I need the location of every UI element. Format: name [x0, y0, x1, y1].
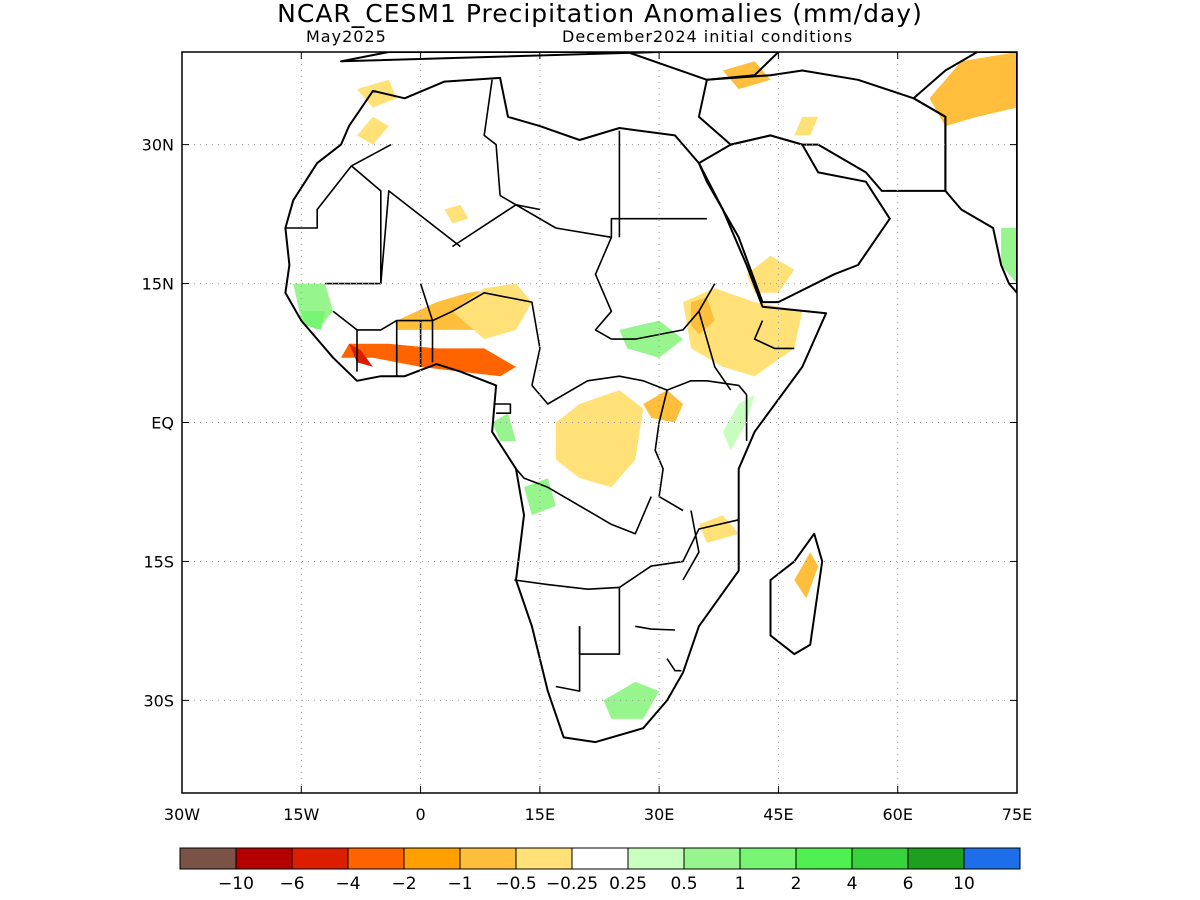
x-tick-label: 75E — [1002, 805, 1032, 824]
anomaly-yemen-dry — [746, 255, 795, 293]
anomaly-ethiopia-dry — [683, 288, 803, 377]
x-tick-label: 15W — [283, 805, 319, 824]
colorbar-swatch — [963, 847, 1021, 870]
colorbar-swatch — [179, 847, 237, 870]
country-border — [555, 626, 581, 692]
x-tick-label: 15E — [525, 805, 555, 824]
country-border — [351, 143, 392, 167]
anomaly-madagascar-dry — [794, 552, 819, 599]
country-border — [514, 579, 621, 655]
colorbar-label: 1 — [735, 874, 746, 894]
anomaly-guinea-coast-dry — [341, 343, 516, 377]
colorbar-label: 2 — [791, 874, 802, 894]
anomaly-mozambique-dry — [698, 515, 739, 543]
colorbar-label: 10 — [953, 874, 975, 894]
country-border — [682, 510, 700, 581]
y-tick-label: 30S — [143, 691, 174, 710]
anomaly-ethiopia-dry-core — [691, 297, 715, 335]
anomaly-liberia-strong-dry — [349, 343, 373, 367]
anomaly-congo-dry — [555, 390, 644, 488]
anomaly-sahara-spot — [444, 204, 469, 224]
country-border — [666, 379, 748, 396]
country-border — [325, 190, 461, 285]
coastline-madagascar — [769, 532, 824, 656]
anomaly-india-wet — [1001, 228, 1017, 284]
colorbar-label: −0.25 — [546, 874, 598, 894]
colorbar-swatch — [515, 847, 573, 870]
colorbar-swatch — [459, 847, 517, 870]
country-border — [698, 311, 732, 391]
colorbar-label: −10 — [218, 874, 254, 894]
forecast-month: May2025 — [306, 27, 387, 46]
country-border — [753, 320, 795, 350]
x-tick-label: 30E — [644, 805, 674, 824]
anomaly-asia-ne-dry — [929, 52, 1017, 127]
colorbar-swatch — [795, 847, 853, 870]
colorbar-label: 4 — [847, 874, 858, 894]
country-border — [611, 283, 716, 340]
anomaly-shading-layer — [293, 52, 1017, 719]
anomaly-nigeria-dry — [452, 283, 532, 340]
y-tick-label: 30N — [142, 136, 174, 155]
country-border — [618, 519, 739, 589]
axis-ticks: 30W 15W 0 15E 30E 45E 60E 75E 30N 15N EQ 15S 30S — [142, 52, 1032, 824]
x-tick-label: 30W — [164, 805, 200, 824]
colorbar-label: −0.5 — [495, 874, 536, 894]
country-border — [515, 468, 652, 535]
country-border — [555, 217, 707, 239]
initial-conditions-label: December2024 initial conditions — [562, 27, 854, 46]
country-border — [483, 79, 501, 196]
colorbar-swatch — [851, 847, 909, 870]
country-border — [654, 389, 684, 512]
anomaly-south-africa-wet — [603, 681, 660, 719]
country-border — [495, 403, 512, 415]
coastline-south-asia — [912, 52, 1017, 294]
colorbar-label: 0.5 — [670, 874, 697, 894]
coastline-levant-iran — [697, 69, 947, 192]
country-border — [350, 165, 382, 284]
country-border — [635, 625, 676, 631]
country-border — [285, 165, 353, 229]
country-border — [332, 310, 433, 331]
colorbar-swatch — [627, 847, 685, 870]
anomaly-guinea-wet-core — [301, 311, 326, 330]
country-border — [666, 658, 682, 672]
anomaly-atlas-dry — [357, 116, 389, 145]
map-title: NCAR_CESM1 Precipitation Anomalies (mm/d… — [277, 0, 923, 28]
y-tick-label: 15N — [142, 275, 174, 294]
y-tick-label: EQ — [151, 414, 174, 433]
colorbar: −10 −6 −4 −2 −1 −0.5 −0.25 0.25 0.5 1 2 4 6 10 — [179, 847, 1021, 894]
colorbar-swatch — [739, 847, 797, 870]
country-border — [594, 236, 613, 340]
coastline-layer — [284, 52, 1017, 744]
colorbar-label: −2 — [391, 874, 416, 894]
country-border — [531, 375, 668, 405]
y-tick-label: 15S — [143, 552, 174, 571]
colorbar-label: 0.25 — [609, 874, 647, 894]
colorbar-label: −1 — [447, 874, 472, 894]
anomaly-south-sudan-wet — [619, 320, 683, 358]
x-tick-label: 45E — [763, 805, 793, 824]
anomaly-iran-dry — [794, 116, 819, 136]
x-tick-label: 0 — [415, 805, 425, 824]
colorbar-label: −4 — [335, 874, 360, 894]
colorbar-swatch — [403, 847, 461, 870]
colorbar-label: −6 — [279, 874, 304, 894]
colorbar-swatch — [571, 847, 629, 870]
colorbar-swatch — [907, 847, 965, 870]
colorbar-swatch — [291, 847, 349, 870]
coastline-arabia — [697, 134, 891, 304]
colorbar-swatch — [235, 847, 293, 870]
colorbar-swatch — [347, 847, 405, 870]
country-border — [499, 194, 557, 229]
x-tick-label: 60E — [882, 805, 912, 824]
colorbar-label: 6 — [903, 874, 914, 894]
anomaly-gabon-wet — [492, 413, 516, 441]
coastline-africa — [284, 76, 828, 744]
anomaly-morocco-north-dry — [357, 79, 397, 108]
coastline-europe-turkey — [340, 52, 780, 81]
country-border-layer — [285, 79, 795, 692]
colorbar-swatch — [683, 847, 741, 870]
